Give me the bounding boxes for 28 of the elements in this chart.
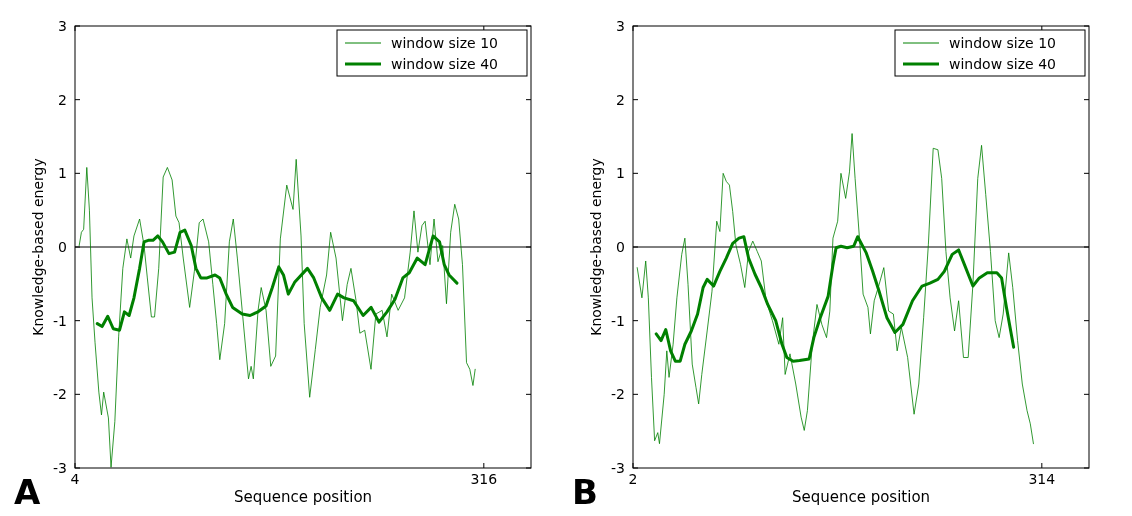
y-tick-label: -3 (53, 459, 67, 476)
x-axis-title: Sequence position (233, 488, 373, 506)
y-axis-title: Knowledge-based energy (588, 158, 604, 336)
y-tick-label: -2 (611, 386, 625, 403)
y-tick-label: 3 (58, 17, 67, 34)
x-tick-label: 314 (1028, 471, 1056, 487)
text: A (14, 472, 41, 512)
y-tick-label: 1 (58, 165, 67, 182)
y-tick-label: -3 (611, 459, 625, 476)
y-tick-label: -2 (53, 386, 67, 403)
x-tick-label: 4 (70, 471, 80, 487)
y-tick-label: 1 (616, 165, 625, 182)
y-tick-label: 3 (616, 17, 625, 34)
y-tick-label: 2 (616, 91, 625, 108)
y-tick-label: 0 (616, 238, 625, 255)
x-tick-label: 2 (628, 471, 638, 487)
y-axis-title: Knowledge-based energy (30, 158, 46, 336)
y-tick-label: 0 (58, 238, 67, 255)
y-tick-label: -1 (53, 312, 67, 329)
legend-label: window size 40 (391, 55, 498, 72)
y-tick-label: -1 (611, 312, 625, 329)
legend-label: window size 10 (391, 34, 498, 51)
x-tick-label: 316 (470, 471, 498, 487)
legend-label: window size 40 (949, 55, 1056, 72)
y-tick-label: 2 (58, 91, 67, 108)
text: B (572, 472, 598, 512)
legend-label: window size 10 (949, 34, 1056, 51)
x-axis-title: Sequence position (791, 488, 931, 506)
